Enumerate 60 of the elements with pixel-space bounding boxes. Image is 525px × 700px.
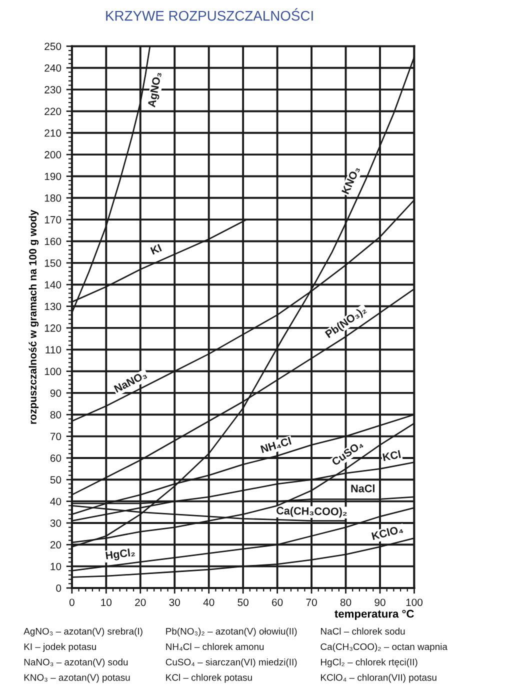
x-tick-label: 0 — [69, 598, 74, 606]
text: Ca(CH₃COO)₂ – octan wapnia — [320, 643, 448, 652]
y-tick-label: 130 — [44, 302, 62, 310]
text: KNO₃ – azotan(V) potasu — [24, 674, 130, 683]
text: KCl — [382, 450, 401, 462]
text: HgCl₂ – chlorek rtęci(II) — [321, 658, 418, 668]
y-tick-label: 210 — [44, 129, 62, 137]
text: HgCl₂ — [105, 548, 136, 562]
text: AgNO₃ – azotan(V) srebra(I) — [24, 628, 142, 636]
y-tick-label: 50 — [50, 476, 62, 484]
x-tick-label: 40 — [203, 598, 214, 606]
x-tick-label: 100 — [406, 598, 423, 606]
text: KClO₄ – chloran(VII) potasu — [321, 674, 436, 683]
text: KI — [150, 244, 162, 255]
x-tick-label: 70 — [306, 598, 317, 606]
y-tick-label: 90 — [50, 389, 62, 397]
series-label: Ca(CH₃COO)₂ — [276, 506, 347, 518]
y-axis-title: rozpuszczalność w gramach na 100 g wody — [28, 210, 39, 424]
y-tick-label: 230 — [44, 86, 62, 94]
y-tick-label: 20 — [50, 541, 62, 549]
y-tick-label: 110 — [46, 346, 62, 354]
y-tick-label: 70 — [50, 432, 62, 440]
x-tick-label: 50 — [238, 598, 248, 606]
y-tick-label: 150 — [44, 259, 62, 267]
text: Pb(NO₃)₂ – azotan(V) ołowiu(II) — [166, 628, 297, 636]
x-tick-label: 20 — [135, 598, 146, 606]
x-tick-label: 80 — [340, 598, 352, 606]
y-tick-label: 180 — [44, 194, 62, 202]
y-tick-label: 30 — [50, 519, 62, 527]
text: NH₄Cl — [260, 436, 292, 454]
x-tick-label: 60 — [272, 598, 283, 606]
chart-title: KRZYWE ROZPUSZCZALNOŚCI — [106, 8, 313, 21]
y-tick-label: 140 — [44, 281, 62, 288]
text: CuSO₄ – siarczan(VI) miedzi(II) — [166, 658, 297, 668]
y-tick-label: 220 — [44, 108, 62, 116]
y-tick-label: 60 — [50, 454, 62, 462]
y-tick-label: 120 — [44, 324, 62, 332]
x-tick-label: 10 — [101, 598, 112, 606]
y-tick-label: 160 — [44, 238, 62, 246]
text: NH₄Cl – chlorek amonu — [166, 643, 264, 651]
y-tick-label: 240 — [44, 64, 62, 72]
y-tick-label: 190 — [44, 172, 62, 180]
y-tick-label: 250 — [44, 42, 62, 50]
text: KI – jodek potasu — [24, 643, 96, 652]
y-tick-label: 200 — [44, 151, 62, 158]
series-label: NaCl — [351, 484, 374, 492]
y-tick-label: 0 — [56, 584, 62, 592]
y-tick-label: 10 — [50, 562, 62, 570]
y-tick-label: 170 — [44, 216, 62, 224]
x-tick-label: 90 — [374, 598, 386, 606]
text: KCl – chlorek potasu — [166, 674, 252, 683]
text: NaCl – chlorek sodu — [321, 628, 405, 635]
y-tick-label: 100 — [44, 368, 62, 376]
x-tick-label: 30 — [169, 598, 180, 606]
y-tick-label: 40 — [50, 498, 62, 506]
text: NaNO₃ – azotan(V) sodu — [24, 658, 128, 668]
y-tick-label: 80 — [50, 411, 62, 418]
x-axis-title: temperatura °C — [334, 610, 414, 620]
text: AgNO₃ — [148, 72, 164, 108]
text: KClO₄ — [371, 524, 404, 540]
